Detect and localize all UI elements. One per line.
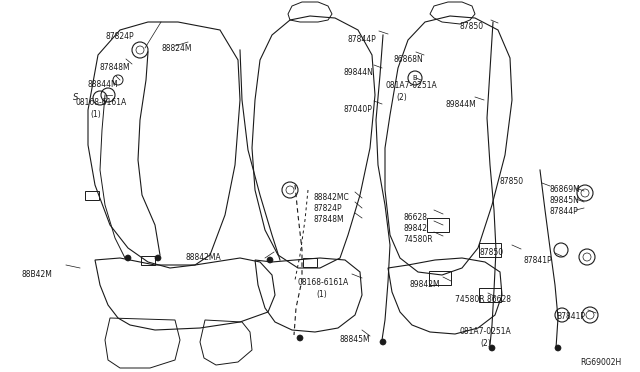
Bar [303, 257, 317, 266]
Text: 87844P: 87844P [550, 207, 579, 216]
Text: B7841P: B7841P [556, 312, 585, 321]
Circle shape [267, 257, 273, 263]
Bar [479, 243, 501, 257]
Text: 89844M: 89844M [446, 100, 477, 109]
Text: 89845N: 89845N [550, 196, 580, 205]
Circle shape [380, 339, 386, 345]
Text: 87844P: 87844P [348, 35, 377, 44]
Bar [85, 190, 99, 199]
Text: 89842M: 89842M [410, 280, 440, 289]
Text: 88845M: 88845M [340, 335, 371, 344]
Bar [427, 218, 449, 232]
Circle shape [297, 335, 303, 341]
Text: 88842MC: 88842MC [313, 193, 349, 202]
Circle shape [125, 255, 131, 261]
Text: 081A7-0251A: 081A7-0251A [386, 81, 438, 90]
Circle shape [555, 345, 561, 351]
Text: 87850: 87850 [460, 22, 484, 31]
Text: 88B42M: 88B42M [22, 270, 53, 279]
Text: 87824P: 87824P [313, 204, 342, 213]
Text: (1): (1) [316, 290, 327, 299]
Text: (2): (2) [480, 339, 491, 348]
Text: 86868N: 86868N [394, 55, 424, 64]
Text: 89842: 89842 [403, 224, 427, 233]
Text: 74580R 86628: 74580R 86628 [455, 295, 511, 304]
Text: (2): (2) [396, 93, 407, 102]
Text: 87850: 87850 [500, 177, 524, 186]
Text: 87850: 87850 [479, 248, 503, 257]
Text: 88844M: 88844M [88, 80, 118, 89]
Circle shape [489, 345, 495, 351]
Text: 74580R: 74580R [403, 235, 433, 244]
Text: 081A7-0251A: 081A7-0251A [460, 327, 512, 336]
Text: S: S [74, 93, 79, 103]
Text: 88842MA: 88842MA [185, 253, 221, 262]
Text: 08168-6161A: 08168-6161A [298, 278, 349, 287]
Text: RG69002H: RG69002H [580, 358, 621, 367]
Text: 86869M: 86869M [550, 185, 580, 194]
Text: 88824M: 88824M [162, 44, 193, 53]
Text: 87848M: 87848M [313, 215, 344, 224]
Bar [429, 271, 451, 285]
Text: (1): (1) [90, 110, 100, 119]
Text: 87824P: 87824P [105, 32, 134, 41]
Text: 87040P: 87040P [344, 105, 373, 114]
Text: 87848M: 87848M [100, 63, 131, 72]
Bar [479, 288, 501, 302]
Circle shape [155, 255, 161, 261]
Text: 08168-6161A: 08168-6161A [76, 98, 127, 107]
Bar [141, 256, 155, 264]
Text: 87841P: 87841P [524, 256, 552, 265]
Text: 89844N: 89844N [344, 68, 374, 77]
Text: 86628: 86628 [403, 213, 427, 222]
Text: B: B [413, 75, 417, 81]
